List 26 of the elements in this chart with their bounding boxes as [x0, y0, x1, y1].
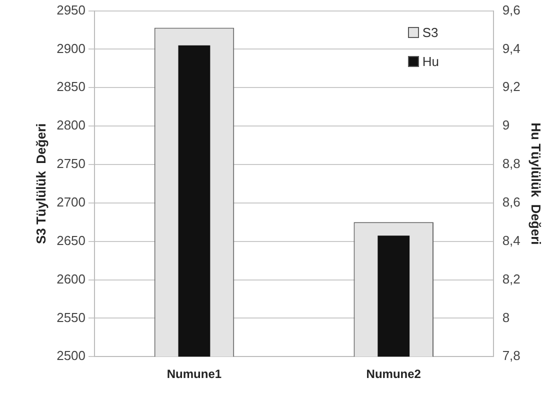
- y-tick-label: 2500: [56, 348, 86, 364]
- y2-axis-title: Hu Tüylülük Değeri: [528, 122, 544, 245]
- y-tick-label: 2700: [56, 194, 86, 210]
- y2-tick-label: 8,8: [502, 156, 520, 172]
- x-tick-label: Numune1: [166, 367, 222, 382]
- y2-tick-label: 8,4: [502, 232, 520, 248]
- y2-tick-label: 9,4: [502, 40, 520, 56]
- y-tick-label: 2900: [56, 40, 86, 56]
- y-tick-label: 2600: [56, 271, 86, 286]
- y-tick-label: 2800: [56, 118, 86, 133]
- y-axis-title: S3 Tüylülük Değeri: [33, 123, 48, 244]
- y2-tick-label: 7,8: [502, 348, 520, 364]
- y2-tick-label: 8,2: [502, 271, 520, 286]
- y-tick-label: 2550: [56, 310, 86, 325]
- y-tick-label: 2950: [56, 2, 86, 18]
- y-tick-label: 2850: [56, 79, 86, 94]
- y2-tick-label: 9,6: [502, 2, 520, 18]
- y-tick-label: 2650: [56, 232, 86, 248]
- y2-tick-label: 8,6: [502, 194, 520, 210]
- y2-tick-label: 9,2: [502, 79, 520, 94]
- legend-label: Hu: [422, 54, 439, 69]
- y2-tick-label: 9: [502, 118, 510, 133]
- y2-tick-label: 8: [502, 310, 510, 325]
- legend-label: S3: [422, 24, 438, 40]
- y-tick-label: 2750: [56, 156, 86, 172]
- x-tick-label: Numune2: [366, 367, 422, 382]
